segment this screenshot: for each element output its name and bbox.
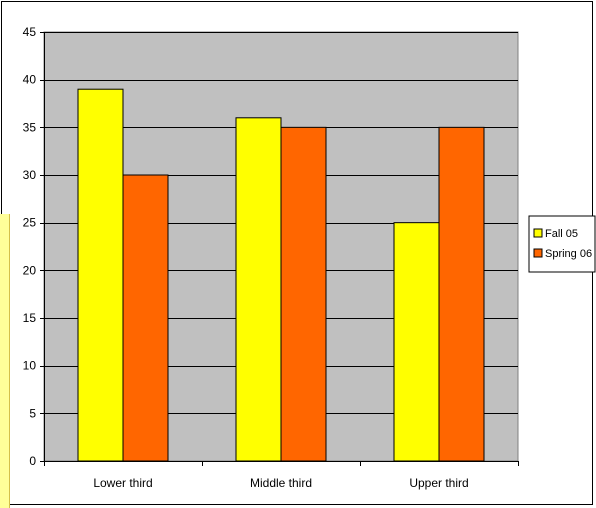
window-edge-strip — [0, 214, 10, 508]
y-tick-label: 20 — [23, 263, 37, 277]
axes — [40, 32, 519, 466]
bars — [77, 88, 485, 462]
y-tick-label: 35 — [23, 120, 37, 134]
y-axis-tick-labels: 0 5 10 15 20 25 30 35 40 45 — [23, 25, 37, 468]
bar — [438, 126, 485, 462]
x-tick-label: Middle third — [250, 476, 312, 490]
legend-swatch — [533, 248, 543, 258]
bar — [235, 117, 282, 462]
y-tick-label: 10 — [23, 359, 37, 373]
y-tick-label: 25 — [23, 216, 37, 230]
x-tick-label: Lower third — [93, 476, 152, 490]
bar — [280, 126, 327, 462]
legend-box — [528, 215, 596, 273]
bar — [122, 174, 169, 462]
y-tick-label: 15 — [23, 311, 37, 325]
y-tick-label: 45 — [23, 25, 37, 39]
x-tick-label: Upper third — [409, 476, 468, 490]
y-tick-label: 5 — [29, 406, 36, 420]
bar — [393, 222, 440, 462]
y-tick-label: 40 — [23, 73, 37, 87]
y-tick-label: 30 — [23, 168, 37, 182]
y-tick-label: 0 — [29, 454, 36, 468]
bar — [77, 88, 124, 462]
legend-label: Spring 06 — [545, 248, 592, 260]
x-axis-tick-labels: Lower third Middle third Upper third — [93, 476, 468, 490]
legend-swatch — [533, 228, 543, 238]
legend-label: Fall 05 — [545, 228, 578, 240]
legend: Fall 05 Spring 06 — [528, 215, 596, 273]
